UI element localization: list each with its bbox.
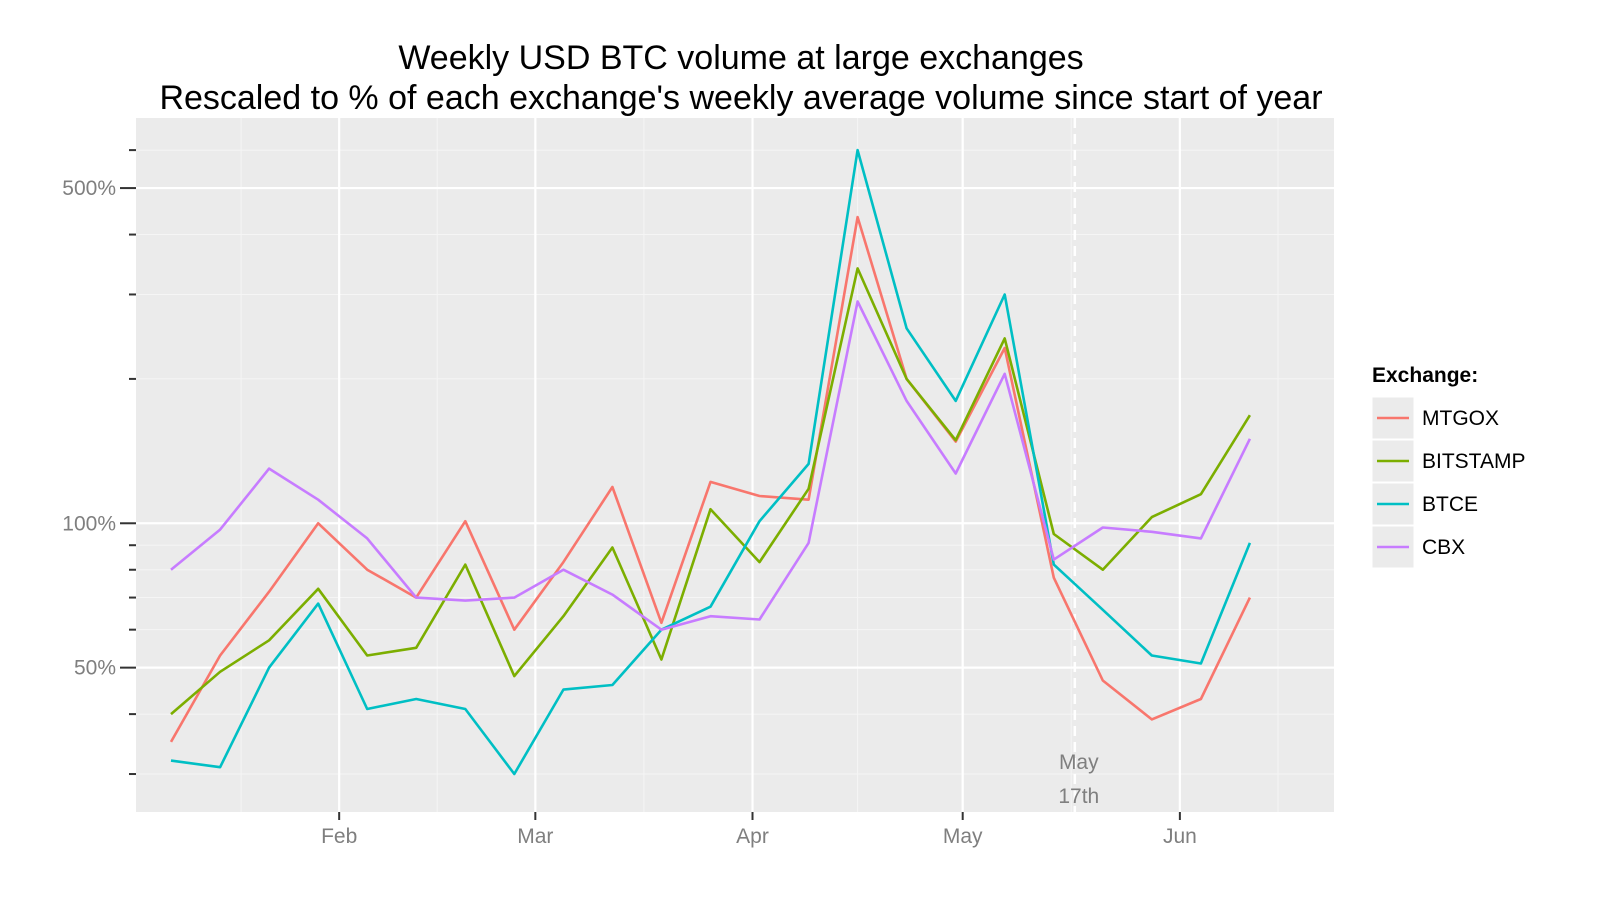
series-line-btce <box>170 148 1252 776</box>
minor-gridlines <box>136 118 1334 812</box>
y-tick-label: 100% <box>62 512 116 535</box>
chart-subtitle: Rescaled to % of each exchange's weekly … <box>159 79 1323 117</box>
y-tick-label: 500% <box>62 177 116 200</box>
y-axis: 50% 100% 500% <box>62 149 136 776</box>
legend-label-btce: BTCE <box>1422 493 1478 516</box>
x-tick-label: Mar <box>517 825 553 848</box>
legend-label-mtgox: MTGOX <box>1422 407 1499 430</box>
annotation-label-line1: May <box>1059 751 1099 774</box>
major-gridlines <box>136 118 1334 812</box>
plot-panel <box>136 118 1334 812</box>
x-tick-label: Feb <box>321 825 357 848</box>
x-tick-label: Jun <box>1163 825 1197 848</box>
series-line-cbx <box>170 300 1252 632</box>
legend: Exchange: MTGOX BITSTAMP BTCE CBX <box>1371 364 1525 569</box>
series-lines <box>169 148 1252 776</box>
annotation-group: May 17th <box>1058 118 1099 812</box>
legend-title: Exchange: <box>1372 364 1478 387</box>
chart-title: Weekly USD BTC volume at large exchanges <box>398 39 1084 77</box>
x-tick-label: May <box>943 825 983 848</box>
chart-title-block: Weekly USD BTC volume at large exchanges… <box>0 38 1482 118</box>
series-line-bitstamp <box>170 267 1252 716</box>
series-line-mtgox <box>169 215 1252 743</box>
y-tick-label: 50% <box>74 657 116 680</box>
x-axis: Feb Mar Apr May Jun <box>321 812 1197 848</box>
annotation-label-line2: 17th <box>1058 785 1099 808</box>
legend-label-cbx: CBX <box>1422 536 1465 559</box>
legend-label-bitstamp: BITSTAMP <box>1422 450 1525 473</box>
x-tick-label: Apr <box>736 825 769 848</box>
